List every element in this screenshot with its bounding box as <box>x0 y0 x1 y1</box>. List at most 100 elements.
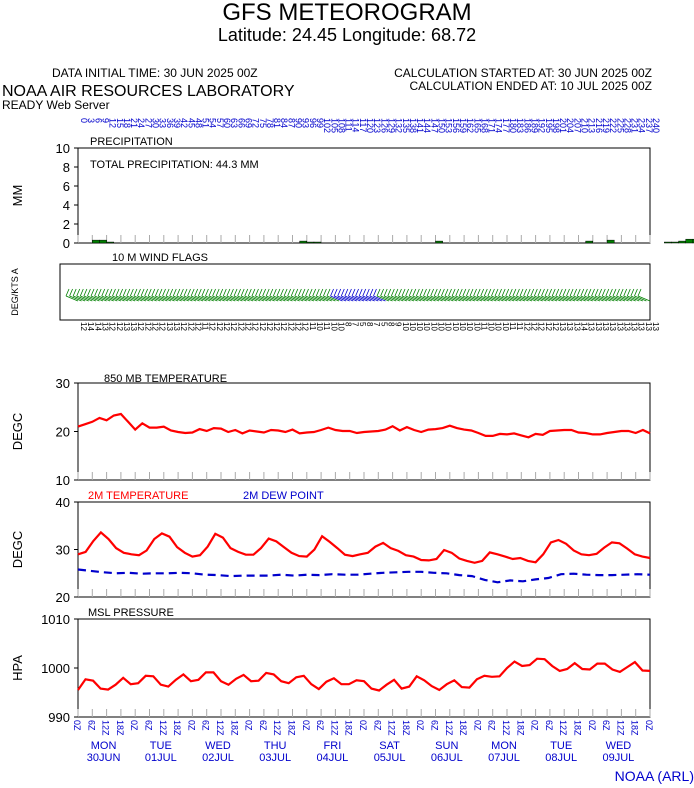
panel-title: MSL PRESSURE <box>88 607 174 619</box>
wind-speed-label: 7 <box>351 322 360 327</box>
wind-barb-flag <box>609 288 613 297</box>
wind-speed-label: 5 <box>358 322 367 327</box>
wind-barb-flag <box>255 288 259 297</box>
wind-barb <box>476 295 490 302</box>
wind-barb <box>412 295 425 302</box>
wind-speed-label: 13 <box>572 322 581 331</box>
utc-hour-label: 0Z <box>186 720 196 731</box>
y-tick-label: 20 <box>56 590 70 605</box>
wind-barb <box>537 295 551 302</box>
wind-barb-flag <box>319 288 324 297</box>
wind-barb-flag <box>362 288 367 297</box>
wind-barb <box>194 295 207 302</box>
forecast-hour-label: 117 <box>358 118 368 132</box>
wind-speed-label: 13 <box>165 322 174 331</box>
forecast-hour-label: 195 <box>544 118 554 133</box>
wind-barb-flag <box>122 288 127 297</box>
utc-hour-label: 18Z <box>115 720 125 736</box>
wind-speed-label: 10 <box>429 322 438 331</box>
forecast-hour-label: 240 <box>651 118 661 133</box>
day-date-label: 30JUN <box>87 752 121 764</box>
forecast-hour-label: 84 <box>279 118 289 128</box>
forecast-hour-label: 78 <box>265 118 275 128</box>
wind-barb <box>226 295 240 302</box>
precip-bar <box>99 239 107 244</box>
wind-barb-flag <box>137 288 141 297</box>
forecast-hour-label: 174 <box>494 118 504 133</box>
wind-speed-label: 9 <box>394 322 403 327</box>
wind-barb-flag <box>566 288 570 297</box>
wind-speed-label: 12 <box>286 322 295 331</box>
wind-barb-flag <box>144 288 149 297</box>
wind-barb <box>319 295 332 302</box>
wind-barb-flag <box>262 288 266 297</box>
wind-barb <box>144 295 157 302</box>
utc-hour-label: 12Z <box>329 720 339 736</box>
wind-barb-flag <box>601 288 606 297</box>
wind-barb-flag <box>208 288 213 297</box>
wind-barb <box>90 295 104 302</box>
wind-barb <box>208 295 222 302</box>
wind-barb-flag <box>269 288 274 297</box>
wind-barb-flag <box>351 288 356 297</box>
y-tick-label: 1000 <box>41 661 70 676</box>
utc-hour-label: 0Z <box>644 720 654 731</box>
wind-barb-flag <box>115 288 120 297</box>
wind-speed-label: 10 <box>487 322 496 331</box>
precip-bar <box>664 241 672 244</box>
precip-total: TOTAL PRECIPITATION: 44.3 MM <box>90 159 259 171</box>
wind-barb-flag <box>176 288 181 297</box>
wind-barb <box>419 295 433 302</box>
wind-speed-label: 11 <box>322 322 331 331</box>
wind-speed-label: 13 <box>172 322 181 331</box>
forecast-hour-label: 39 <box>172 118 182 128</box>
wind-barb-flag <box>437 288 442 297</box>
wind-barb <box>87 295 100 302</box>
wind-barb-flag <box>183 288 188 297</box>
forecast-hour-label: 15 <box>115 118 125 128</box>
forecast-hour-label: 201 <box>558 118 568 133</box>
wind-speed-label: 12 <box>143 322 152 331</box>
wind-barb-flag <box>501 288 506 297</box>
forecast-hour-label: 237 <box>644 118 654 133</box>
wind-speed-label: 13 <box>601 322 610 331</box>
day-date-label: 03JUL <box>259 752 291 764</box>
wind-barb-flag <box>526 288 531 297</box>
wind-speed-labels: 1214141312121313121212121313121212111212… <box>79 322 660 331</box>
wind-barb-flag <box>512 288 517 297</box>
wind-barb <box>587 295 601 302</box>
wind-barb-flag <box>451 288 456 297</box>
wind-speed-label: 10 <box>437 322 446 331</box>
wind-barb-flag <box>594 288 599 297</box>
wind-barb <box>434 295 447 302</box>
wind-barb-flag <box>444 288 449 297</box>
wind-speed-label: 12 <box>222 322 231 331</box>
wind-barb-flag <box>412 288 417 297</box>
precip-bar <box>306 241 315 244</box>
utc-hour-label: 18Z <box>458 720 468 736</box>
panel-frame-3 <box>77 501 651 598</box>
wind-speed-label: 12 <box>529 322 538 331</box>
wind-barb <box>101 295 114 302</box>
wind-barb-flag <box>65 288 70 297</box>
wind-barb <box>623 295 636 302</box>
day-date-label: 08JUL <box>545 752 577 764</box>
wind-barb <box>190 295 204 302</box>
wind-barb-flag <box>630 288 635 297</box>
wind-speed-label: 10 <box>494 322 503 331</box>
utc-hour-label: 0Z <box>587 720 597 731</box>
utc-hour-label: 0Z <box>472 720 482 731</box>
wind-barb-flag <box>430 288 435 297</box>
panel-title: PRECIPITATION <box>90 136 173 148</box>
wind-barb <box>333 295 347 302</box>
wind-barb <box>137 295 150 302</box>
wind-barb <box>176 295 189 302</box>
forecast-hour-label: 21 <box>129 118 139 128</box>
wind-barb <box>98 295 111 302</box>
wind-barb <box>183 295 197 302</box>
y-axis-label: MM <box>10 185 25 207</box>
y-tick-label: 2 <box>63 217 70 232</box>
day-date-label: 05JUL <box>374 752 406 764</box>
panel-frame-4 <box>77 618 651 718</box>
forecast-hour-label: 171 <box>487 118 497 133</box>
